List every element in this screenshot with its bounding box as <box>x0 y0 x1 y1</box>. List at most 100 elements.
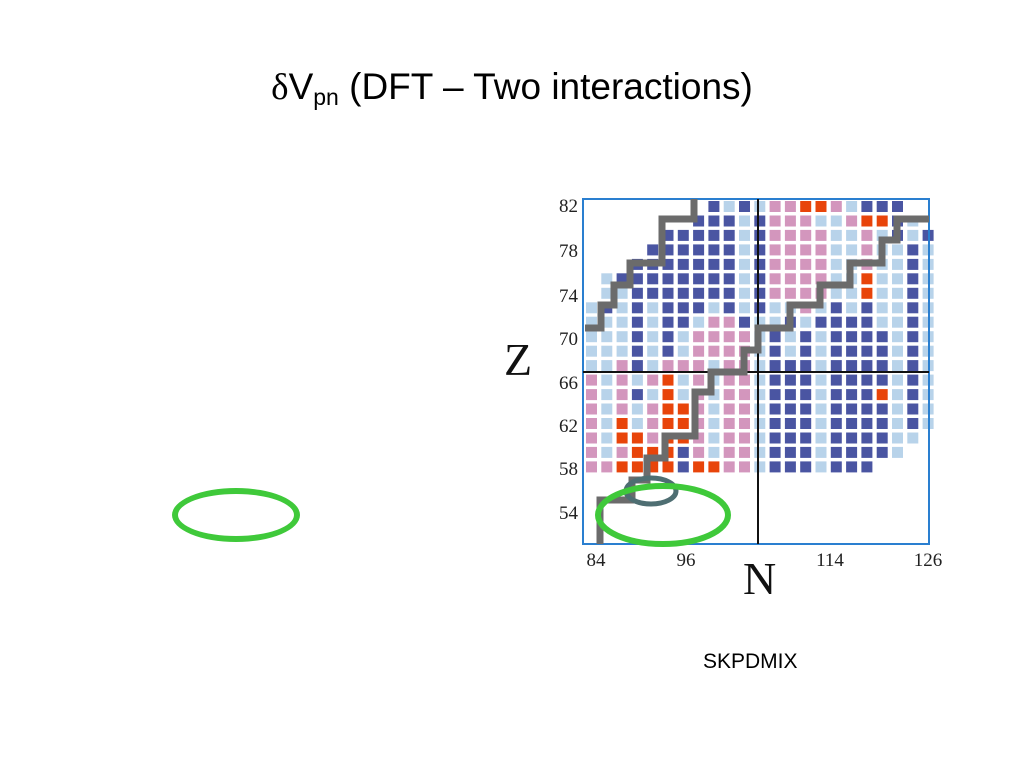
heatmap-cell <box>784 360 796 372</box>
heatmap-cell <box>907 258 919 270</box>
heatmap-cell <box>861 302 873 314</box>
heatmap-cell <box>800 287 812 299</box>
y-tick-label: 62 <box>559 416 578 437</box>
heatmap-cell <box>601 389 613 401</box>
heatmap-cell <box>662 418 674 429</box>
heatmap-cell <box>830 403 842 415</box>
heatmap-cell <box>754 244 766 256</box>
heatmap-cell <box>784 331 796 343</box>
heatmap-cell <box>861 418 873 429</box>
heatmap-cell <box>769 360 781 372</box>
heatmap-cell <box>861 273 873 285</box>
heatmap-cell <box>631 374 643 386</box>
heatmap-cell <box>800 403 812 415</box>
heatmap-cell <box>739 331 750 343</box>
heatmap-cell <box>647 273 659 285</box>
heatmap-cell <box>892 389 903 401</box>
heatmap-cell <box>647 345 659 357</box>
heatmap-cell <box>784 389 796 401</box>
heatmap-cell <box>815 345 827 357</box>
heatmap-cell <box>830 302 842 314</box>
heatmap-cell <box>876 287 888 299</box>
heatmap-cell <box>830 316 842 328</box>
heatmap-cell <box>861 345 873 357</box>
heatmap-cell <box>846 244 858 256</box>
heatmap-cell <box>677 244 689 256</box>
title-delta: δ <box>271 67 289 108</box>
slide-title: δVpn (DFT – Two interactions) <box>0 66 1024 111</box>
heatmap-cell <box>586 418 597 429</box>
y-tick-label: 78 <box>559 241 578 262</box>
heatmap-cell <box>708 461 720 473</box>
heatmap-cell <box>892 316 903 328</box>
heatmap-cell <box>846 461 858 473</box>
heatmap-cell <box>800 273 812 285</box>
heatmap-cell <box>677 461 689 473</box>
heatmap-cell <box>769 432 781 444</box>
heatmap-cell <box>677 287 689 299</box>
heatmap-cell <box>784 446 796 458</box>
heatmap-cell <box>861 374 873 386</box>
heatmap-cell <box>907 331 919 343</box>
heatmap-cell <box>723 302 735 314</box>
heatmap-cell <box>800 432 812 444</box>
heatmap-cell <box>739 244 750 256</box>
heatmap-cell <box>723 229 735 241</box>
heatmap-cell <box>708 258 720 270</box>
heatmap-cell <box>861 244 873 256</box>
heatmap-cell <box>861 287 873 299</box>
heatmap-cell <box>723 201 735 212</box>
heatmap-cell <box>846 403 858 415</box>
heatmap-cell <box>739 461 750 473</box>
heatmap-cell <box>739 374 750 386</box>
heatmap-cell <box>784 345 796 357</box>
heatmap-cell <box>586 316 597 328</box>
x-tick-label: 96 <box>677 550 696 571</box>
heatmap-cell <box>662 244 674 256</box>
heatmap-cell <box>892 403 903 415</box>
heatmap-cell <box>754 418 766 429</box>
heatmap-cell <box>739 403 750 415</box>
heatmap-cell <box>708 316 720 328</box>
heatmap-cell <box>876 374 888 386</box>
heatmap-cell <box>861 331 873 343</box>
heatmap-cell <box>601 287 613 299</box>
heatmap-cell <box>662 331 674 343</box>
heatmap-cell <box>861 446 873 458</box>
heatmap-cell <box>830 345 842 357</box>
heatmap-cell <box>800 461 812 473</box>
heatmap-cell <box>861 316 873 328</box>
heatmap-cell <box>892 287 903 299</box>
heatmap-cell <box>876 432 888 444</box>
heatmap-cell <box>662 229 674 241</box>
heatmap-cell <box>662 360 674 372</box>
heatmap-cell <box>739 273 750 285</box>
heatmap-cell <box>708 287 720 299</box>
heatmap-cell <box>693 273 705 285</box>
heatmap-cell <box>631 432 643 444</box>
heatmap-cell <box>631 302 643 314</box>
heatmap-cell <box>677 389 689 401</box>
heatmap-cell <box>601 418 613 429</box>
heatmap-cell <box>616 316 628 328</box>
heatmap-cell <box>892 374 903 386</box>
heatmap-cell <box>662 302 674 314</box>
heatmap-cell <box>677 446 689 458</box>
heatmap-cell <box>815 432 827 444</box>
heatmap-cell <box>769 229 781 241</box>
heatmap-cell <box>754 360 766 372</box>
heatmap-cell <box>892 360 903 372</box>
heatmap-cell <box>647 302 659 314</box>
heatmap-cell <box>647 244 659 256</box>
heatmap-cell <box>769 201 781 212</box>
heatmap-cell <box>647 418 659 429</box>
heatmap-cell <box>693 316 705 328</box>
heatmap-cell <box>769 215 781 227</box>
heatmap-cell <box>631 345 643 357</box>
heatmap-cell <box>754 201 766 212</box>
heatmap-cell <box>708 201 720 212</box>
heatmap-cell <box>892 244 903 256</box>
x-tick-label: 84 <box>587 550 607 571</box>
heatmap-cell <box>616 331 628 343</box>
heatmap-cell <box>616 389 628 401</box>
